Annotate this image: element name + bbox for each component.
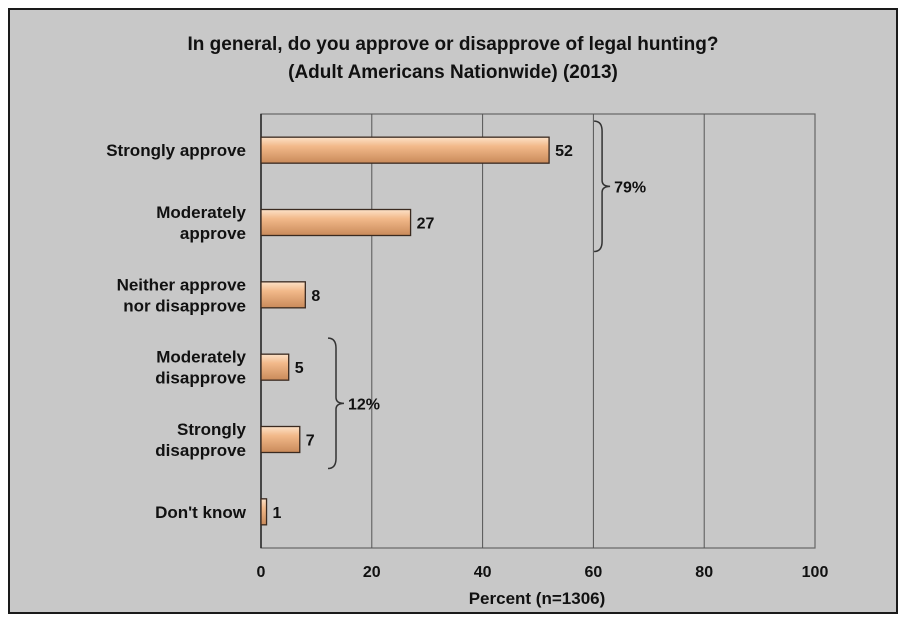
y-tick-label: Strongly <box>177 420 246 439</box>
y-tick-label: approve <box>180 224 246 243</box>
bar <box>260 281 306 309</box>
y-tick-label: disapprove <box>155 441 246 460</box>
y-tick-label: Moderately <box>156 348 246 367</box>
y-tick-label: Don't know <box>155 503 247 522</box>
x-axis-title: Percent (n=1306) <box>469 589 606 608</box>
data-label: 27 <box>417 216 435 233</box>
x-tick-label: 80 <box>695 564 713 581</box>
chart-figure: In general, do you approve or disapprove… <box>8 8 898 614</box>
x-tick-label: 0 <box>257 564 266 581</box>
data-label: 7 <box>306 433 315 450</box>
plot-frame <box>260 113 816 549</box>
x-tick-label: 20 <box>363 564 381 581</box>
y-tick-label: Moderately <box>156 203 246 222</box>
x-tick-label: 100 <box>802 564 829 581</box>
bracket <box>594 120 611 253</box>
data-label: 8 <box>311 288 320 305</box>
y-tick-label: nor disapprove <box>123 296 246 315</box>
chart-title: In general, do you approve or disapprove… <box>188 34 719 55</box>
x-tick-label: 40 <box>474 564 492 581</box>
bracket-label: 12% <box>348 396 380 413</box>
bracket <box>327 337 345 470</box>
bar <box>260 353 290 381</box>
bar <box>260 208 412 237</box>
bar <box>260 498 268 526</box>
data-label: 5 <box>295 360 304 377</box>
bar <box>260 136 550 164</box>
bar <box>260 425 301 454</box>
plot-area: 0 20 40 60 80 100 52 Strongly approve 27 Moderate… <box>106 113 829 581</box>
y-tick-label: disapprove <box>155 369 246 388</box>
y-tick-label: Strongly approve <box>106 141 246 160</box>
data-label: 1 <box>273 505 282 522</box>
bracket-label: 79% <box>614 179 646 196</box>
x-tick-label: 60 <box>585 564 603 581</box>
chart-svg: In general, do you approve or disapprove… <box>106 34 829 608</box>
data-label: 52 <box>555 143 573 160</box>
chart-subtitle: (Adult Americans Nationwide) (2013) <box>288 62 618 83</box>
y-tick-label: Neither approve <box>117 275 246 294</box>
